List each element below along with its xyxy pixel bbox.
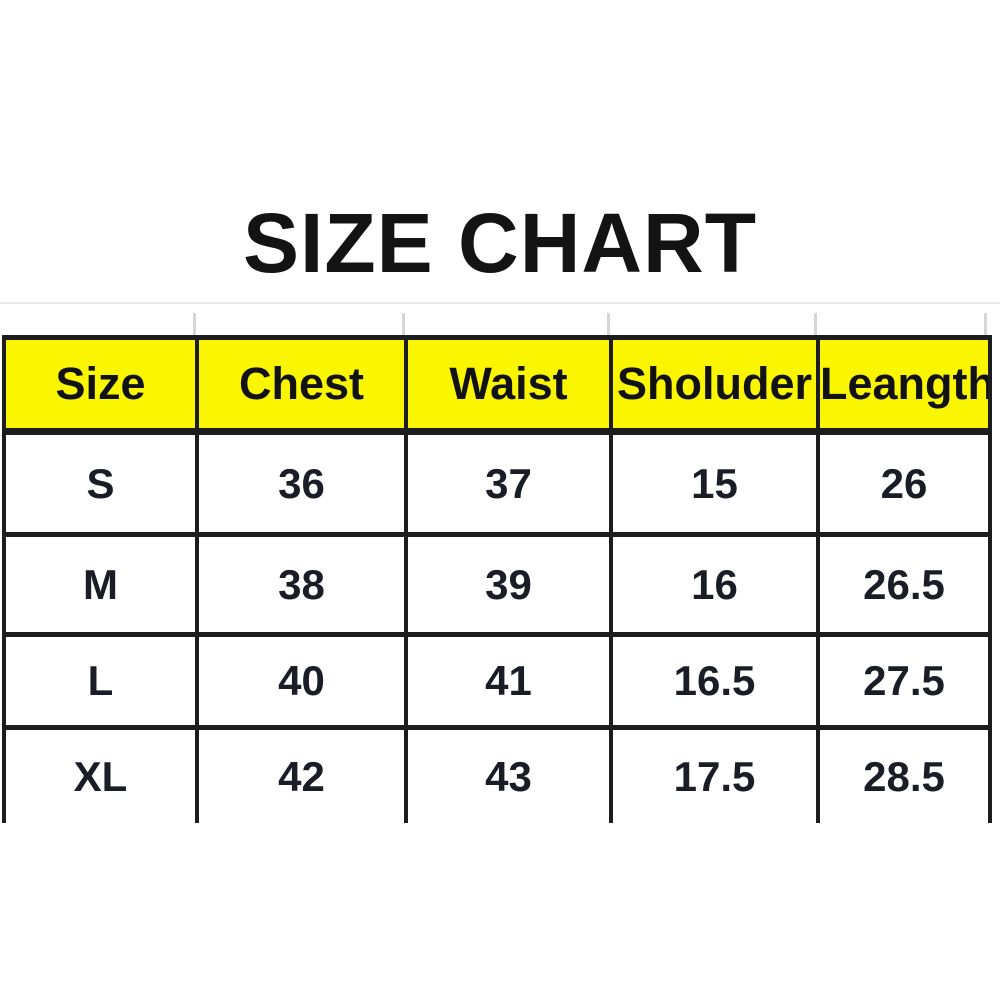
- table-cell: 39: [404, 532, 613, 637]
- table-cell: S: [2, 429, 199, 537]
- table-cell: 37: [404, 429, 613, 537]
- table-cell: 17.5: [609, 725, 820, 823]
- column-header-chest: Chest: [195, 335, 408, 435]
- table-cell: M: [2, 532, 199, 637]
- table-cell: 15: [609, 429, 820, 537]
- table-cell: 26.5: [816, 532, 992, 637]
- column-header-size: Size: [2, 335, 199, 435]
- table-cell: 16: [609, 532, 820, 637]
- table-cell: 27.5: [816, 632, 992, 730]
- table-cell: 36: [195, 429, 408, 537]
- table-cell: 38: [195, 532, 408, 637]
- table-cell: 28.5: [816, 725, 992, 823]
- column-header-shoulder: Sholuder: [609, 335, 820, 435]
- table-cell: 16.5: [609, 632, 820, 730]
- header-row: Size Chest Waist Sholuder Leangth: [2, 335, 992, 435]
- gridline-artifact: [0, 302, 1000, 304]
- table-row-l: L 40 41 16.5 27.5: [2, 632, 992, 730]
- page-title: SIZE CHART: [243, 196, 757, 290]
- column-header-length: Leangth: [816, 335, 992, 435]
- table-cell: XL: [2, 725, 199, 823]
- table-row-xl: XL 42 43 17.5 28.5: [2, 725, 992, 823]
- size-chart-table: Size Chest Waist Sholuder Leangth S 36 3…: [2, 335, 992, 823]
- table-cell: 26: [816, 429, 992, 537]
- gridline-stub: [814, 313, 817, 335]
- table-cell: 42: [195, 725, 408, 823]
- column-header-waist: Waist: [404, 335, 613, 435]
- table-cell: 43: [404, 725, 613, 823]
- table-row-s: S 36 37 15 26: [2, 429, 992, 537]
- table-cell: 40: [195, 632, 408, 730]
- gridline-stub: [984, 313, 987, 335]
- gridline-stub: [402, 313, 405, 335]
- table-cell: L: [2, 632, 199, 730]
- gridline-stub: [607, 313, 610, 335]
- table-row-m: M 38 39 16 26.5: [2, 532, 992, 637]
- gridline-stub: [193, 313, 196, 335]
- table-cell: 41: [404, 632, 613, 730]
